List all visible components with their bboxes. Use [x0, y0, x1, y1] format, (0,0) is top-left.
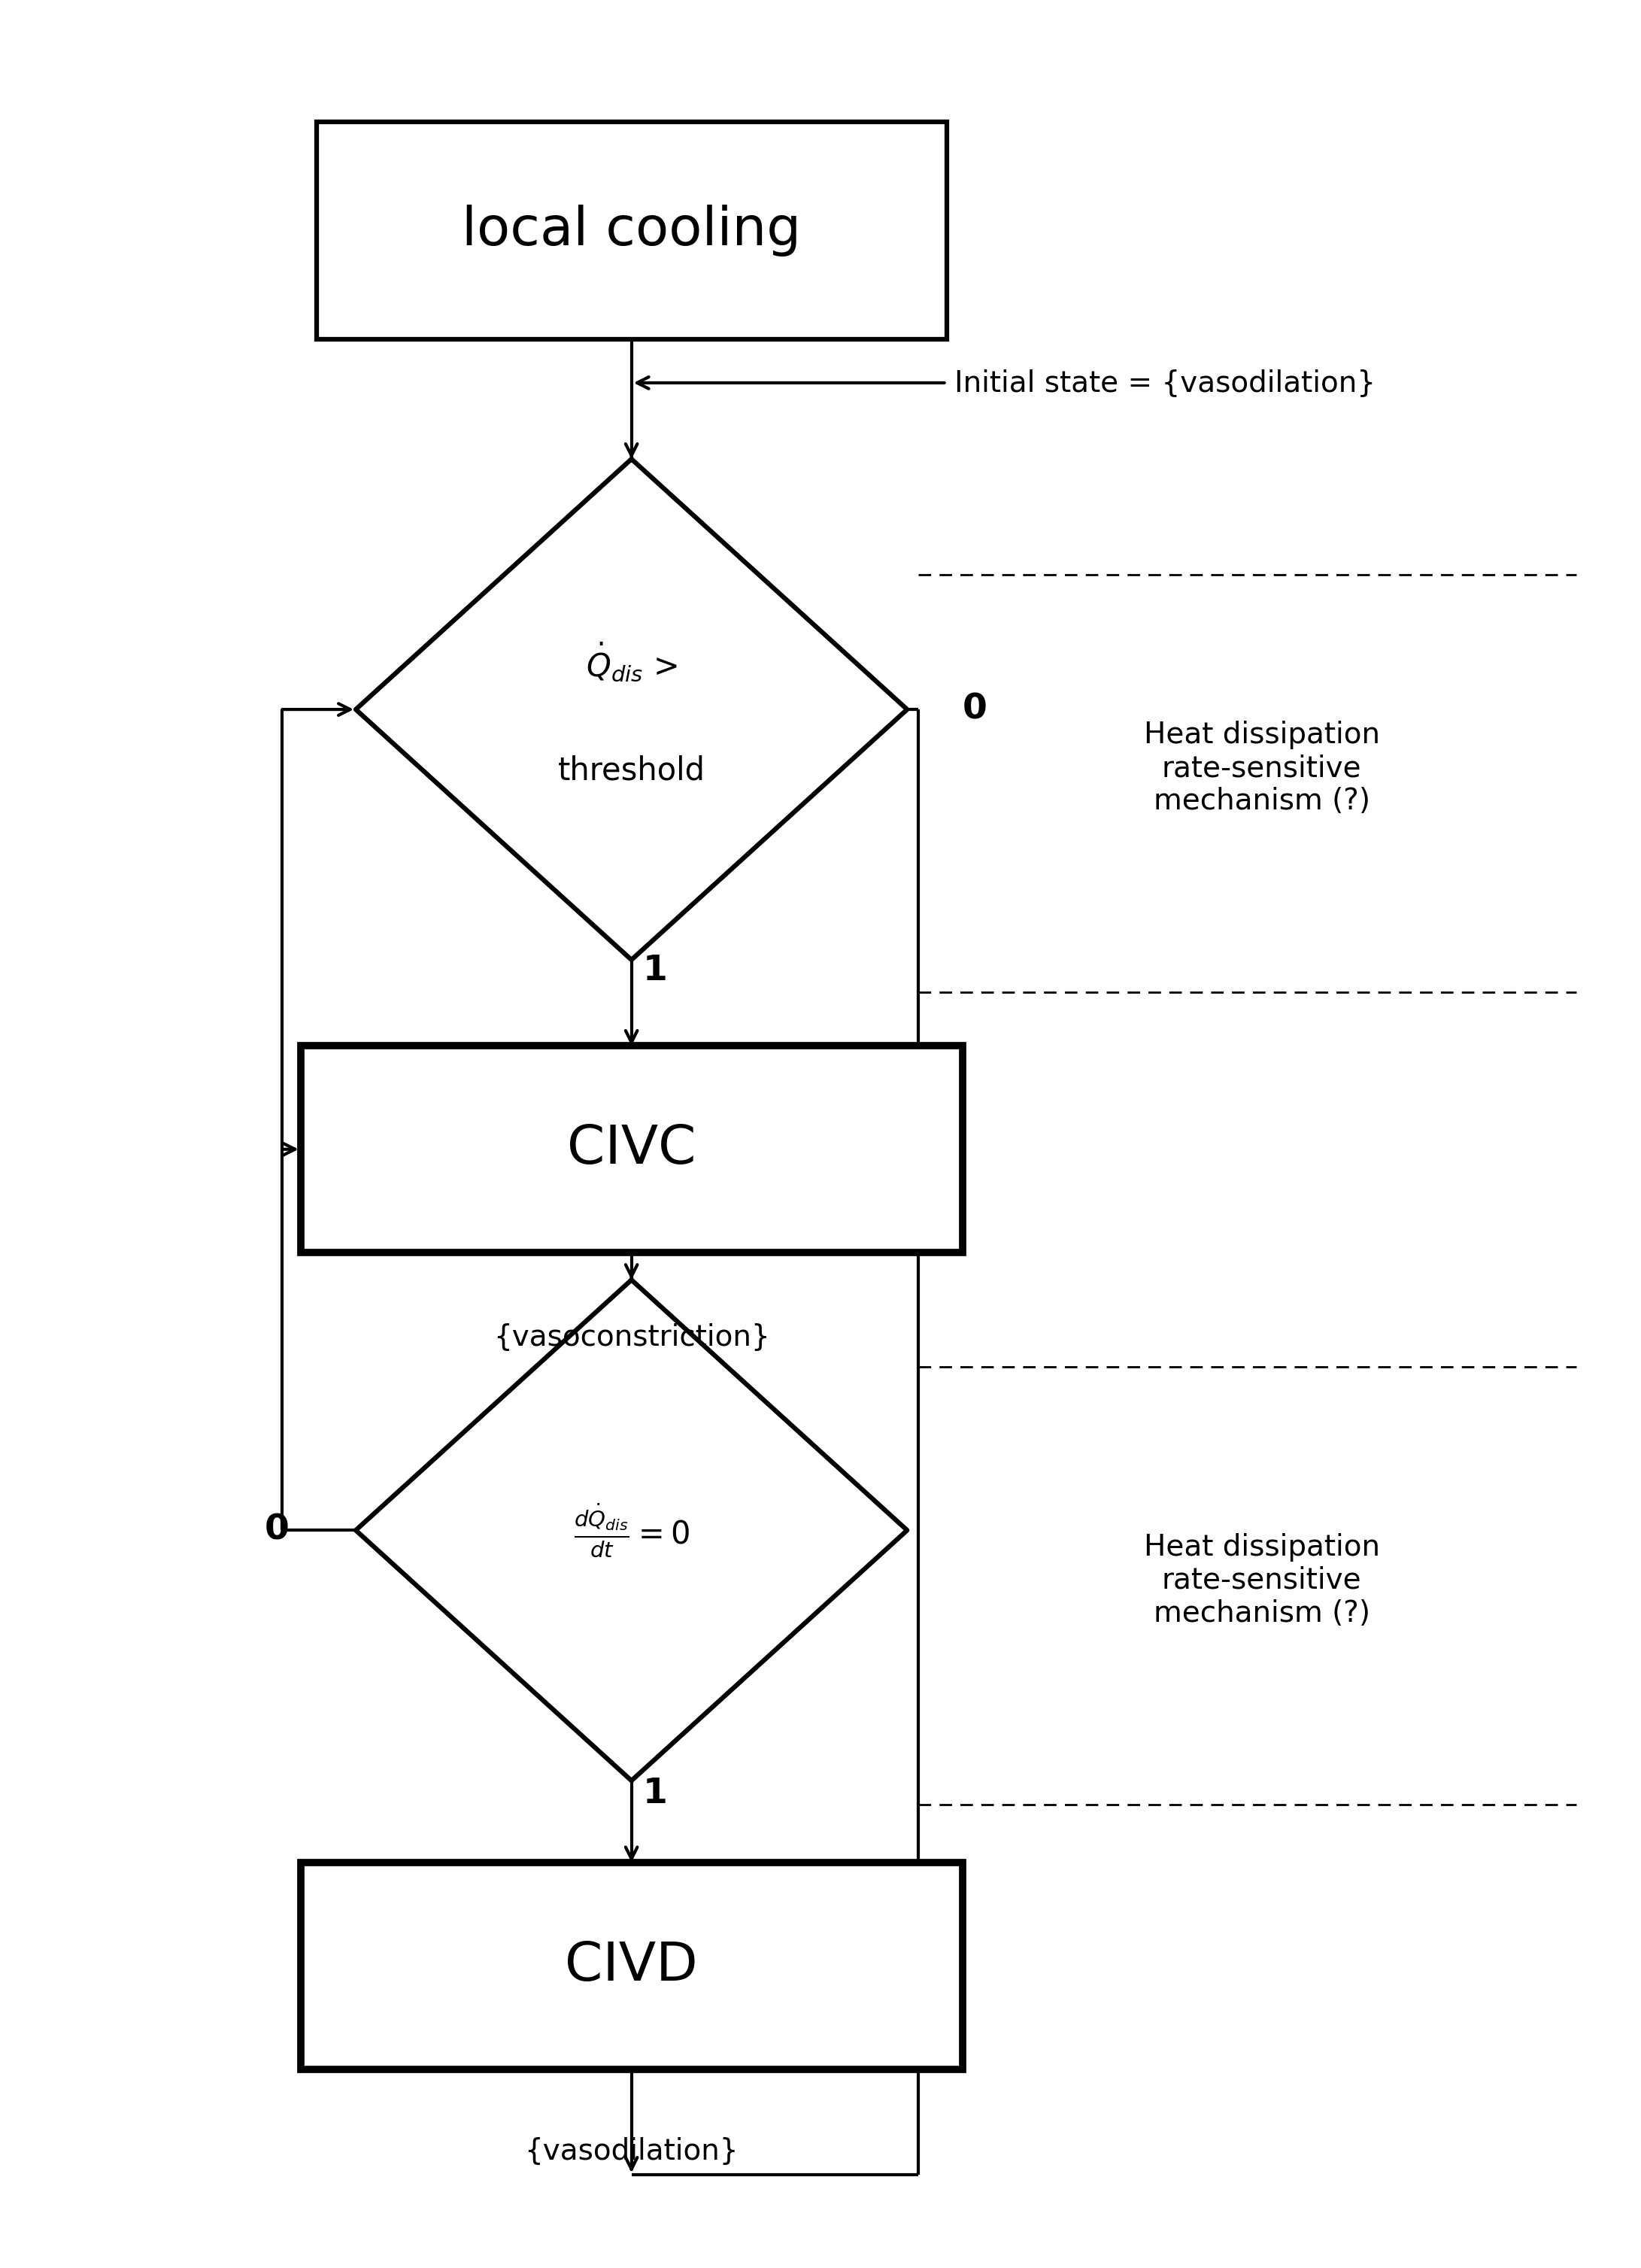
FancyBboxPatch shape — [300, 1046, 962, 1252]
Text: Heat dissipation
rate-sensitive
mechanism (?): Heat dissipation rate-sensitive mechanis… — [1144, 721, 1380, 816]
Text: Initial state = {vasodilation}: Initial state = {vasodilation} — [955, 367, 1375, 397]
Text: $\dot{Q}_{dis}$ >: $\dot{Q}_{dis}$ > — [586, 640, 678, 683]
Text: 1: 1 — [643, 1776, 668, 1810]
Text: local cooling: local cooling — [461, 204, 801, 256]
Text: CIVD: CIVD — [565, 1939, 697, 1991]
Text: 0: 0 — [264, 1513, 289, 1547]
Text: {vasoconstriction}: {vasoconstriction} — [494, 1322, 770, 1352]
Text: 1: 1 — [643, 955, 668, 987]
Text: $\frac{d\dot{Q}_{dis}}{dt} = 0$: $\frac{d\dot{Q}_{dis}}{dt} = 0$ — [574, 1501, 689, 1560]
Text: CIVC: CIVC — [568, 1123, 696, 1175]
FancyBboxPatch shape — [317, 122, 947, 340]
Text: {vasodilation}: {vasodilation} — [525, 2136, 738, 2166]
FancyBboxPatch shape — [300, 1862, 962, 2068]
Text: Heat dissipation
rate-sensitive
mechanism (?): Heat dissipation rate-sensitive mechanis… — [1144, 1533, 1380, 1628]
Text: 0: 0 — [962, 692, 986, 726]
Text: threshold: threshold — [558, 755, 706, 787]
